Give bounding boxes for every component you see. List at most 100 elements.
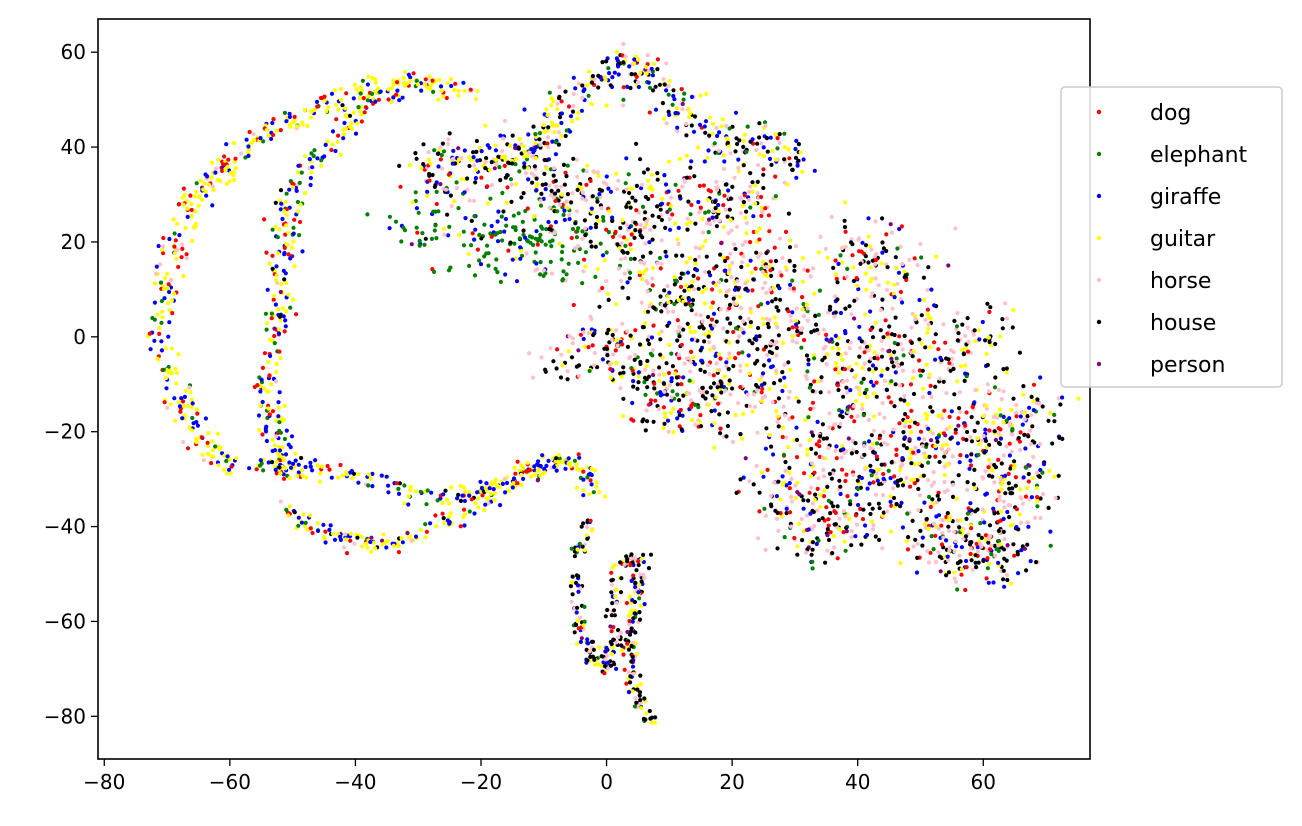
- point-giraffe: [522, 107, 527, 112]
- point-guitar: [609, 652, 615, 657]
- point-horse: [623, 54, 628, 59]
- point-house: [646, 566, 652, 571]
- point-elephant: [277, 420, 282, 425]
- point-house: [605, 607, 610, 613]
- point-elephant: [561, 212, 566, 217]
- point-guitar: [702, 301, 707, 306]
- point-elephant: [559, 257, 564, 262]
- point-elephant: [303, 520, 308, 526]
- point-house: [633, 198, 638, 203]
- point-house: [738, 315, 743, 320]
- point-dog: [199, 435, 204, 440]
- point-giraffe: [664, 88, 669, 93]
- point-guitar: [176, 352, 181, 357]
- point-house: [440, 141, 445, 146]
- point-horse: [996, 387, 1002, 392]
- point-guitar: [322, 98, 327, 103]
- point-giraffe: [633, 585, 638, 590]
- point-guitar: [818, 504, 823, 509]
- point-house: [689, 308, 694, 313]
- point-elephant: [580, 281, 585, 286]
- point-house: [650, 237, 655, 242]
- point-dog: [571, 302, 576, 308]
- point-house: [704, 390, 710, 395]
- point-giraffe: [630, 664, 636, 669]
- point-guitar: [793, 495, 798, 500]
- point-guitar: [629, 608, 634, 613]
- point-horse: [721, 326, 726, 331]
- point-guitar: [759, 398, 764, 404]
- point-house: [571, 156, 576, 161]
- point-horse: [693, 422, 698, 427]
- point-guitar: [870, 441, 875, 446]
- point-giraffe: [281, 314, 286, 319]
- point-guitar: [636, 57, 641, 62]
- point-dog: [1012, 553, 1017, 558]
- point-giraffe: [991, 506, 996, 511]
- point-dog: [727, 306, 732, 311]
- point-guitar: [575, 547, 580, 552]
- point-house: [1026, 434, 1031, 439]
- point-horse: [580, 95, 585, 100]
- point-guitar: [925, 312, 931, 317]
- point-guitar: [423, 535, 428, 540]
- point-guitar: [174, 370, 180, 375]
- point-guitar: [224, 182, 229, 187]
- point-house: [1004, 558, 1009, 563]
- point-elephant: [965, 511, 971, 516]
- point-giraffe: [172, 396, 177, 401]
- point-house: [625, 250, 630, 255]
- point-giraffe: [629, 578, 634, 584]
- point-house: [861, 507, 866, 512]
- point-elephant: [580, 229, 585, 234]
- point-dog: [834, 456, 839, 461]
- point-guitar: [619, 374, 624, 379]
- point-house: [735, 339, 740, 344]
- point-house: [430, 172, 435, 178]
- point-horse: [743, 239, 748, 244]
- point-guitar: [287, 504, 292, 509]
- point-house: [985, 301, 990, 306]
- point-dog: [986, 465, 991, 470]
- point-horse: [840, 246, 845, 251]
- point-giraffe: [761, 145, 766, 150]
- point-giraffe: [471, 155, 476, 160]
- point-giraffe: [833, 333, 838, 338]
- point-giraffe: [473, 227, 478, 232]
- point-horse: [963, 333, 968, 338]
- point-horse: [616, 635, 621, 640]
- point-giraffe: [397, 98, 402, 103]
- point-guitar: [570, 119, 575, 124]
- point-house: [835, 297, 840, 302]
- point-guitar: [955, 379, 960, 384]
- point-dog: [765, 467, 770, 472]
- point-guitar: [919, 341, 924, 346]
- point-guitar: [457, 232, 462, 238]
- point-giraffe: [787, 481, 792, 486]
- point-dog: [661, 405, 667, 410]
- point-house: [553, 191, 558, 196]
- point-dog: [897, 334, 902, 339]
- point-guitar: [902, 269, 907, 274]
- point-guitar: [592, 662, 598, 667]
- point-house: [589, 80, 595, 85]
- point-horse: [941, 322, 946, 327]
- point-horse: [768, 493, 773, 499]
- point-giraffe: [332, 537, 338, 542]
- point-dog: [535, 242, 540, 247]
- point-giraffe: [673, 111, 678, 116]
- point-dog: [630, 368, 635, 373]
- point-horse: [201, 458, 206, 463]
- point-giraffe: [771, 452, 776, 457]
- point-person: [943, 433, 948, 438]
- point-dog: [310, 530, 315, 536]
- point-guitar: [336, 107, 341, 112]
- point-horse: [527, 351, 532, 356]
- point-elephant: [538, 272, 543, 277]
- point-guitar: [1047, 468, 1052, 473]
- point-giraffe: [671, 93, 676, 99]
- point-giraffe: [573, 86, 578, 91]
- point-horse: [991, 414, 996, 419]
- point-guitar: [305, 123, 310, 128]
- point-guitar: [370, 76, 375, 81]
